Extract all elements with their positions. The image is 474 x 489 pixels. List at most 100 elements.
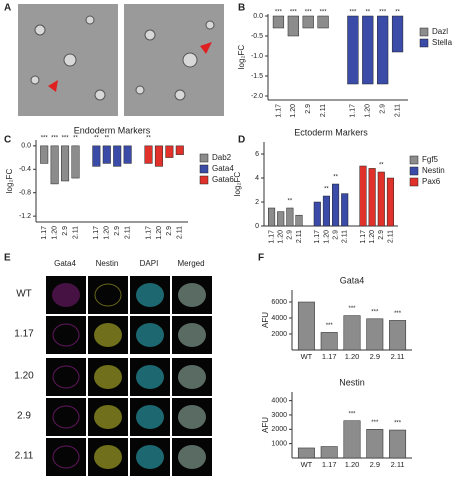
- bar: [362, 15, 374, 85]
- bar: [343, 315, 361, 351]
- cell-cluster: [136, 283, 164, 307]
- y-tick-label: 6000: [271, 299, 287, 306]
- significance: ***: [290, 10, 298, 16]
- x-tick-label: 2.9: [287, 230, 294, 240]
- x-tick-label: 1.17: [314, 230, 321, 244]
- y-tick-label: -1.2: [19, 213, 31, 220]
- x-tick-label: 1.20: [104, 226, 111, 240]
- bar: [366, 429, 384, 459]
- x-tick-label: 1.20: [345, 460, 360, 469]
- column-header: Gata4: [54, 259, 76, 268]
- bar: [366, 318, 384, 351]
- x-tick-label: 1.17: [322, 352, 337, 361]
- bar: [268, 207, 276, 227]
- y-tick-label: 0.0: [253, 13, 263, 20]
- bar: [332, 183, 340, 227]
- x-tick-label: 1.17: [322, 460, 337, 469]
- legend-label: Fgf5: [422, 155, 439, 164]
- y-axis-label: log₂FC: [5, 169, 14, 194]
- bar: [61, 145, 70, 182]
- bar: [341, 193, 349, 227]
- row-label: 2.9: [17, 411, 31, 422]
- x-tick-label: 2.9: [114, 226, 121, 236]
- micrograph: [124, 4, 224, 116]
- significance: ***: [348, 411, 356, 417]
- significance: **: [365, 10, 370, 16]
- significance: **: [94, 136, 99, 142]
- x-tick-label: 1.20: [323, 230, 330, 244]
- x-tick-label: 2.11: [177, 226, 184, 239]
- x-tick-label: 1.20: [345, 352, 360, 361]
- cell-cluster: [136, 405, 164, 429]
- y-tick-label: -1.0: [251, 53, 263, 60]
- bar: [377, 171, 385, 227]
- legend-swatch: [199, 164, 209, 174]
- cell-cluster: [52, 445, 80, 469]
- x-tick-label: 2.9: [380, 104, 387, 114]
- legend-label: Dab2: [212, 153, 232, 162]
- bar: [368, 168, 376, 227]
- x-tick-label: 2.11: [320, 104, 327, 117]
- x-tick-label: 1.20: [156, 226, 163, 240]
- cell-cluster: [178, 405, 206, 429]
- x-tick-label: 1.20: [51, 226, 58, 240]
- micrograph: [88, 276, 128, 314]
- panel-label: F: [258, 253, 264, 264]
- x-tick-label: 1.17: [350, 104, 357, 118]
- x-tick-label: 2.9: [370, 460, 380, 469]
- x-tick-label: 2.11: [391, 460, 405, 469]
- y-tick-label: 1000: [271, 440, 287, 447]
- significance: ***: [305, 10, 313, 16]
- column-header: DAPI: [140, 259, 159, 268]
- bar: [50, 145, 59, 185]
- bar: [40, 145, 49, 164]
- y-tick-label: 2: [255, 199, 259, 206]
- x-tick-label: WT: [301, 352, 313, 361]
- row-label: 2.11: [15, 451, 34, 462]
- significance: ***: [62, 136, 70, 142]
- significance: ***: [320, 10, 328, 16]
- y-tick-label: 3000: [271, 412, 287, 419]
- bar: [286, 207, 294, 227]
- x-tick-label: 1.20: [278, 230, 285, 244]
- significance: **: [324, 187, 329, 193]
- y-tick-label: -0.8: [19, 190, 31, 197]
- significance: **: [73, 136, 78, 142]
- bar: [317, 15, 329, 29]
- bar: [175, 145, 184, 155]
- bar: [297, 301, 315, 351]
- bar: [113, 145, 122, 167]
- bar: [386, 177, 394, 227]
- legend-label: Gata6: [212, 175, 234, 184]
- legend-swatch: [419, 38, 429, 48]
- legend-label: Gata4: [212, 164, 234, 173]
- bar: [92, 145, 101, 167]
- y-tick-label: 0: [255, 223, 259, 230]
- significance: ***: [371, 309, 379, 315]
- bar: [322, 195, 330, 227]
- micrograph: [46, 316, 86, 354]
- chart-title: Endoderm Markers: [74, 125, 151, 135]
- bar: [102, 145, 111, 164]
- x-tick-label: 2.11: [72, 226, 79, 239]
- cell-cluster: [178, 445, 206, 469]
- cell-cluster: [52, 405, 80, 429]
- x-tick-label: 2.9: [370, 352, 380, 361]
- bar: [320, 446, 338, 459]
- x-tick-label: 2.9: [166, 226, 173, 236]
- significance: ***: [348, 306, 356, 312]
- bar: [287, 15, 299, 37]
- x-tick-label: 1.17: [275, 104, 282, 118]
- cell-cluster: [94, 365, 122, 389]
- cell-cluster: [136, 445, 164, 469]
- cell-cluster: [136, 323, 164, 347]
- y-axis-label: log₂FC: [233, 172, 242, 197]
- cell-cluster: [52, 323, 80, 347]
- bar: [71, 145, 80, 179]
- legend-swatch: [409, 177, 419, 187]
- bar: [144, 145, 153, 164]
- bar: [347, 15, 359, 85]
- bar: [123, 145, 132, 164]
- x-tick-label: 1.17: [268, 230, 275, 244]
